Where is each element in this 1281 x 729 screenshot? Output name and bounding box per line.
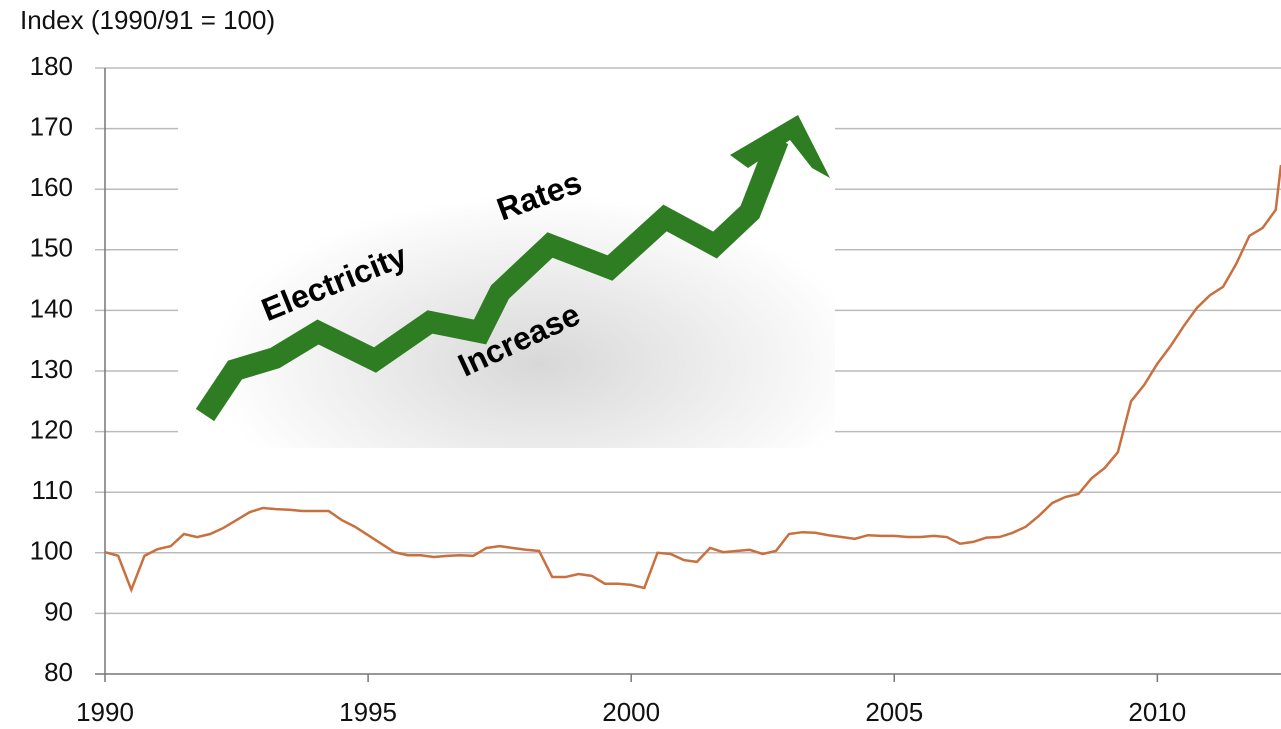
inset-image: Electricity Rates Increase xyxy=(178,110,835,448)
x-tick-label: 2005 xyxy=(865,697,923,727)
arrow-body xyxy=(195,136,789,422)
data-line xyxy=(104,164,1281,594)
y-tick-label: 140 xyxy=(30,293,73,323)
y-tick-label: 120 xyxy=(30,414,73,444)
arrow-head xyxy=(730,115,830,178)
y-tick-label: 130 xyxy=(30,354,73,384)
y-tick-label: 150 xyxy=(30,233,73,263)
x-tick-label: 1995 xyxy=(339,697,397,727)
x-tick-label: 2000 xyxy=(602,697,660,727)
y-tick-label: 160 xyxy=(30,172,73,202)
y-tick-label: 100 xyxy=(30,536,73,566)
x-tick-label: 2010 xyxy=(1128,697,1186,727)
y-tick-label: 110 xyxy=(32,475,73,505)
y-tick-label: 80 xyxy=(44,657,73,687)
y-tick-label: 90 xyxy=(44,596,73,626)
y-tick-label: 180 xyxy=(30,51,73,81)
x-tick-label: 1990 xyxy=(76,697,134,727)
y-tick-label: 170 xyxy=(30,111,73,141)
chart-title: Index (1990/91 = 100) xyxy=(20,5,275,35)
